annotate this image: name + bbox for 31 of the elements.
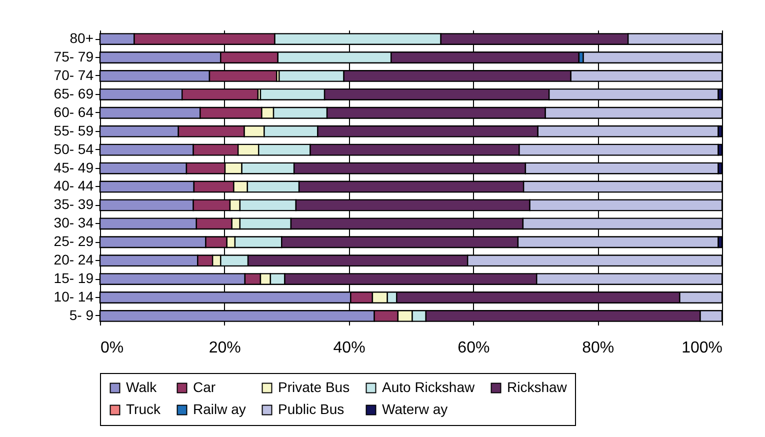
y-tick-label: 5- 9 — [69, 306, 94, 323]
y-tick-label: 45- 49 — [54, 159, 94, 176]
legend-label: Railw ay — [193, 401, 246, 417]
y-tick-label: 35- 39 — [54, 196, 94, 212]
legend-label: Private Bus — [278, 379, 350, 395]
legend-label: Walk — [126, 379, 158, 395]
x-tick-label: 80% — [582, 340, 614, 356]
y-tick-label: 30- 34 — [54, 214, 94, 231]
y-tick-label: 50- 54 — [54, 140, 94, 157]
y-tick-label: 15- 19 — [54, 270, 94, 286]
legend-label: Car — [193, 379, 216, 395]
y-tick-label: 70- 74 — [54, 66, 94, 83]
y-tick-label: 55- 59 — [54, 122, 94, 138]
y-tick-label: 65- 69 — [54, 85, 94, 102]
x-tick-label: 20% — [208, 340, 241, 356]
y-tick-label: 80+ — [70, 30, 94, 46]
legend-label: Waterw ay — [382, 401, 448, 417]
x-tick-label: 100% — [682, 340, 722, 356]
legend-label: Auto Rickshaw — [382, 379, 476, 395]
legend-label: Public Bus — [278, 401, 344, 417]
x-tick-label: 0% — [100, 340, 124, 356]
legend-label: Truck — [126, 401, 162, 417]
y-tick-label: 20- 24 — [54, 252, 94, 268]
x-tick-label: 40% — [333, 340, 366, 356]
y-tick-label: 75- 79 — [54, 48, 94, 65]
y-tick-label: 10- 14 — [54, 288, 94, 304]
y-tick-label: 25- 29 — [54, 233, 94, 250]
legend-label: Rickshaw — [507, 379, 568, 395]
y-tick-label: 60- 64 — [54, 104, 94, 120]
y-tick-label: 40- 44 — [54, 178, 94, 194]
x-tick-label: 60% — [458, 340, 490, 356]
